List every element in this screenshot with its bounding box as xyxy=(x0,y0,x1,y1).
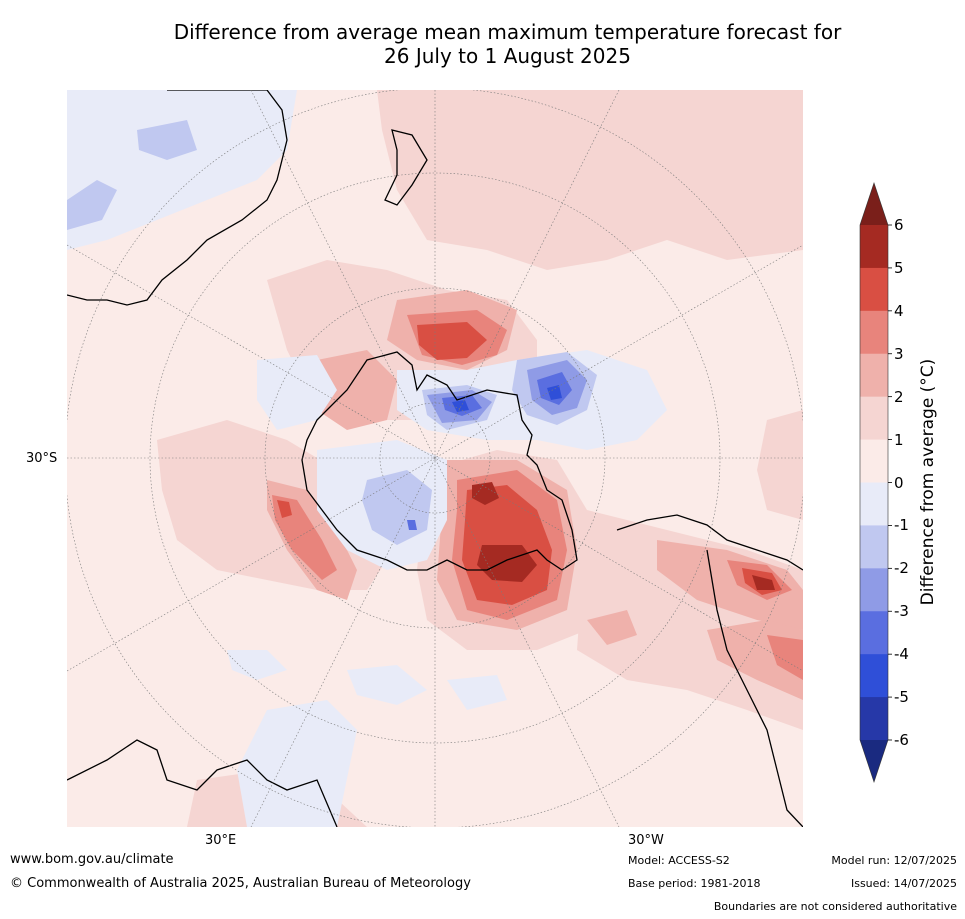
antarctica-outline xyxy=(301,351,578,571)
title-line-2: 26 July to 1 August 2025 xyxy=(384,44,631,68)
new-zealand-outline xyxy=(384,129,428,206)
website-link[interactable]: www.bom.gov.au/climate xyxy=(10,852,174,867)
colorbar-bin xyxy=(860,525,888,569)
chart-title: Difference from average mean maximum tem… xyxy=(0,20,965,68)
colorbar-tick-label: 6 xyxy=(894,216,904,234)
copyright-text: © Commonwealth of Australia 2025, Austra… xyxy=(10,876,471,891)
lon-label-30e: 30°E xyxy=(205,833,237,848)
title-line-1: Difference from average mean maximum tem… xyxy=(173,20,842,44)
coastlines xyxy=(67,90,803,827)
colorbar-tick-label: 3 xyxy=(894,344,904,363)
colorbar xyxy=(859,182,892,783)
anomaly-band-neg-3-4 xyxy=(407,372,572,530)
colorbar-bin xyxy=(860,267,888,312)
colorbar-bin xyxy=(860,225,888,269)
south-america-outline xyxy=(616,514,803,827)
lon-label-30w: 30°W xyxy=(628,833,664,848)
anomaly-band-neg-4-5 xyxy=(452,385,562,412)
colorbar-bin xyxy=(860,697,888,741)
lat-label-30s: 30°S xyxy=(26,451,58,466)
colorbar-tick-label: 1 xyxy=(894,430,904,449)
graticule xyxy=(67,90,803,827)
base-period-text: Base period: 1981-2018 xyxy=(628,877,761,890)
colorbar-tick-label: 4 xyxy=(894,301,904,320)
colorbar-bin xyxy=(860,568,888,612)
colorbar-bin xyxy=(860,310,888,355)
anomaly-map xyxy=(67,90,803,827)
colorbar-tick-label: -5 xyxy=(894,688,909,707)
colorbar-tick-label: 2 xyxy=(894,387,904,406)
colorbar-tick-label: -2 xyxy=(894,559,909,578)
colorbar-bin xyxy=(860,353,888,398)
model-text: Model: ACCESS-S2 xyxy=(628,854,730,867)
colorbar-tick-label: -6 xyxy=(894,731,909,749)
colorbar-tick-label: -4 xyxy=(894,645,909,664)
colorbar-tick-label: -3 xyxy=(894,602,909,621)
disclaimer-text: Boundaries are not considered authoritat… xyxy=(713,900,957,913)
africa-outline xyxy=(67,739,338,827)
colorbar-extend-bottom xyxy=(860,740,888,782)
colorbar-bin xyxy=(860,654,888,698)
colorbar-bin xyxy=(860,396,888,441)
issued-text: Issued: 14/07/2025 xyxy=(850,877,957,890)
model-run-text: Model run: 12/07/2025 xyxy=(831,854,957,867)
colorbar-tick-label: 0 xyxy=(894,473,904,492)
colorbar-tick-label: -1 xyxy=(894,516,909,535)
colorbar-extend-top xyxy=(860,183,888,225)
colorbar-tick-label: 5 xyxy=(894,258,904,277)
colorbar-bin xyxy=(860,439,888,483)
australia-outline xyxy=(67,90,288,306)
colorbar-bin xyxy=(860,482,888,526)
colorbar-bin xyxy=(860,611,888,655)
